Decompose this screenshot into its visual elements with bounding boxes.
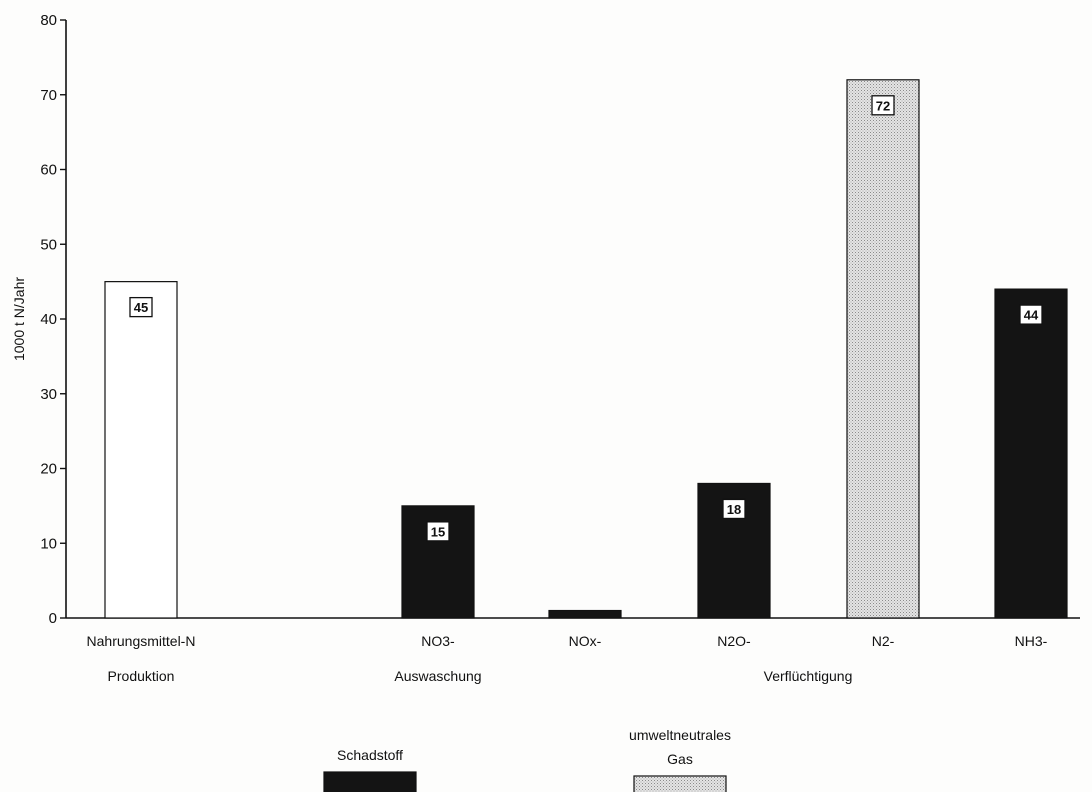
data-label: 72: [876, 98, 890, 113]
data-label-box: [426, 521, 450, 542]
data-label: 44: [1024, 308, 1039, 323]
x-group-label: Auswaschung: [394, 668, 481, 684]
legend: Schadstoff umweltneutrales Gas: [323, 727, 731, 792]
bar-nahrungsmittel-n: [104, 281, 178, 619]
category-labels: Nahrungsmittel-N NO3- NOx- N2O- N2- NH3- Produ…: [87, 633, 1048, 684]
data-label-box: [129, 296, 153, 318]
data-label: 15: [431, 524, 445, 539]
data-label-box: [1019, 304, 1043, 325]
y-tick-label: 20: [40, 461, 57, 478]
x-group-label: Produktion: [108, 668, 175, 684]
legend-label: umweltneutrales: [629, 727, 731, 743]
x-category-label: NOx-: [569, 633, 602, 649]
bar-nox: [548, 609, 622, 619]
data-label-box: [871, 95, 895, 116]
data-label-box: [722, 498, 746, 520]
x-category-label: N2O-: [717, 633, 751, 649]
y-tick-label: 80: [40, 12, 57, 29]
x-category-label: N2-: [872, 633, 895, 649]
bar-nh3: [994, 288, 1068, 619]
legend-label: Gas: [667, 751, 693, 767]
y-tick-label: 70: [40, 87, 57, 104]
y-tick-label: 10: [40, 535, 57, 552]
bars: 45 15 18 72 44: [104, 79, 1068, 619]
x-category-label: NO3-: [421, 633, 455, 649]
y-tick-label: 0: [49, 610, 57, 627]
axes: 0 10 20 30 40 50 60 70 80 1000 t N/Jahr: [11, 12, 1080, 627]
y-tick-label: 60: [40, 162, 57, 179]
legend-swatch: [633, 775, 727, 792]
x-category-label: NH3-: [1015, 633, 1048, 649]
x-category-label: Nahrungsmittel-N: [87, 633, 196, 649]
data-label: 18: [727, 502, 741, 517]
x-group-label: Verflüchtigung: [764, 668, 853, 684]
legend-label: Schadstoff: [337, 747, 403, 763]
y-tick-label: 30: [40, 386, 57, 403]
data-label: 45: [134, 300, 148, 315]
y-tick-label: 40: [40, 311, 57, 328]
legend-swatch: [323, 771, 417, 792]
y-axis-label: 1000 t N/Jahr: [11, 277, 27, 361]
y-tick-label: 50: [40, 236, 57, 253]
bar-n2: [846, 79, 920, 619]
